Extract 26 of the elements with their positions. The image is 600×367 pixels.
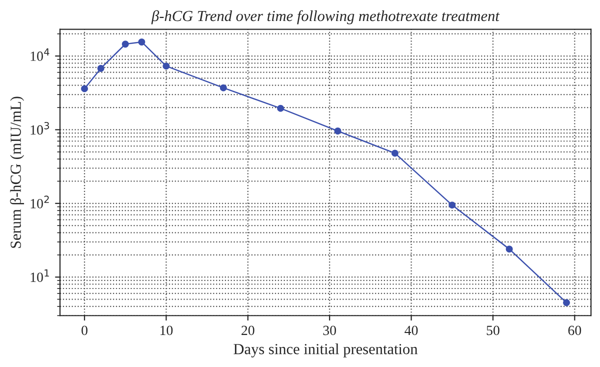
x-tick-label: 20 (242, 326, 254, 336)
point (334, 128, 342, 134)
x-tick-label: 50 (486, 326, 500, 336)
y-axis-title: Serum β-hCG (mIU/mL) (10, 96, 24, 248)
point (97, 64, 104, 72)
point (81, 85, 88, 92)
point (391, 150, 398, 157)
y-tick-label: 10$^{1}$ (30, 269, 49, 282)
x-tick-label: 30 (323, 326, 336, 336)
x-axis-title: Days since initial presentation (234, 343, 418, 358)
point (563, 299, 570, 306)
point (138, 38, 146, 46)
x-tick-label: 10 (160, 326, 173, 336)
y-tick-label: 10$^{2}$ (30, 196, 49, 208)
point (448, 202, 456, 209)
x-tick-label: 0 (82, 326, 88, 336)
chart-title: β-hCG Trend over time following methotrexate treatment (151, 10, 500, 24)
point (506, 246, 513, 253)
x-tick-label: 60 (568, 326, 582, 336)
point (220, 84, 227, 92)
x-tick-label: 40 (404, 326, 418, 336)
point (122, 40, 129, 48)
point (162, 62, 170, 70)
y-tick-label: 10$^{3}$ (30, 122, 50, 135)
y-tick-label: 10$^{4}$ (30, 48, 50, 61)
point (277, 104, 284, 112)
